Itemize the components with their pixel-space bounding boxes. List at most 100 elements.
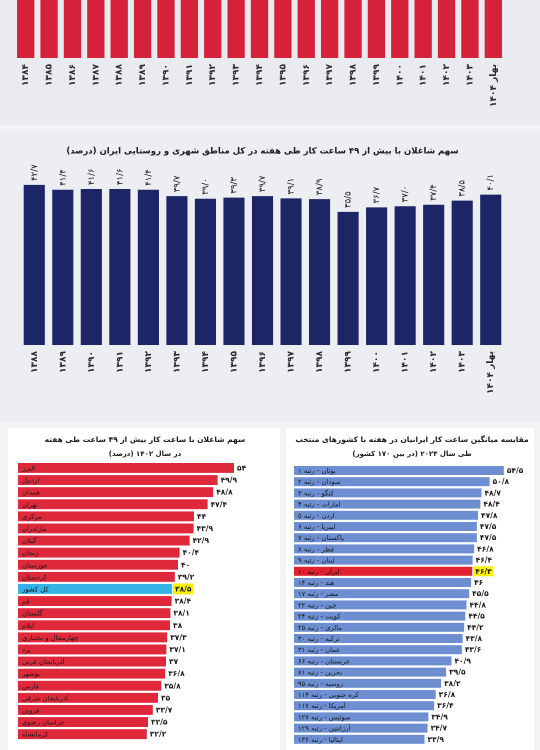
value-label: ۳۶/۴ bbox=[437, 701, 454, 710]
category-label: آذربایجان غربی bbox=[22, 657, 66, 666]
bar bbox=[18, 547, 180, 558]
value-label: ۴۰/۱ bbox=[486, 174, 496, 191]
value-label: ۳۷/۴ bbox=[429, 184, 439, 201]
bar bbox=[294, 488, 482, 498]
bar bbox=[294, 510, 479, 520]
bar-cropped bbox=[110, 0, 128, 58]
value-label-highlight bbox=[473, 566, 494, 577]
chart-title: سهم شاغلان با ساعت کار بیش از ۴۹ ساعت طی… bbox=[45, 435, 246, 444]
value-label: ۳۸ bbox=[173, 621, 183, 630]
x-tick-label: ۱۳۹۰ bbox=[161, 64, 171, 86]
x-tick-label: ۱۴۰۳ bbox=[458, 351, 468, 373]
category-label: تهران bbox=[22, 501, 38, 509]
x-tick-label: ۱۳۹۱ bbox=[115, 351, 125, 373]
value-label: ۴۱/۶ bbox=[115, 168, 125, 185]
x-tick-label: ۱۳۹۵ bbox=[229, 351, 239, 373]
x-tick-label: ۱۴۰۲ bbox=[429, 351, 439, 373]
bar bbox=[18, 523, 194, 534]
bar bbox=[294, 634, 463, 643]
category-label: قزوین bbox=[22, 706, 39, 714]
bar-cropped bbox=[40, 0, 58, 58]
bar bbox=[194, 198, 216, 345]
value-label: ۴۸/۷ bbox=[484, 488, 501, 497]
value-label: ۳۶/۷ bbox=[372, 186, 382, 203]
value-label: ۴۳/۸ bbox=[466, 634, 483, 643]
bar bbox=[18, 499, 208, 510]
value-label: ۳۸/۵ bbox=[175, 584, 192, 593]
value-label: ۳۹/۷ bbox=[258, 175, 268, 192]
bar-cropped bbox=[274, 0, 292, 58]
category-label: مازندران bbox=[22, 525, 47, 533]
category-label: عمان - رتبه ۳۱ bbox=[298, 646, 340, 654]
bar-cropped bbox=[227, 0, 245, 58]
value-label: ۳۳/۷ bbox=[156, 705, 173, 714]
category-label: ایتالیا - رتبه ۱۳۶ bbox=[298, 736, 343, 744]
bar bbox=[294, 499, 481, 509]
bar-cropped bbox=[180, 0, 199, 58]
value-label: ۴۷/۵ bbox=[480, 522, 497, 531]
bar bbox=[294, 533, 477, 543]
bar bbox=[423, 204, 445, 345]
value-label: ۳۹/۳ bbox=[229, 177, 239, 194]
category-label: زنجان bbox=[22, 549, 39, 557]
bar-cropped bbox=[391, 0, 409, 58]
value-label: ۳۷/۰ bbox=[401, 186, 411, 203]
category-label: ترکیه - رتبه ۳۰ bbox=[298, 635, 340, 643]
category-label: مرکزی bbox=[22, 513, 42, 521]
bar-cropped bbox=[484, 0, 502, 58]
bar-cropped bbox=[63, 0, 82, 58]
category-label: لیبریا - رتبه ۶ bbox=[298, 523, 335, 531]
value-label: ۴۰/۴ bbox=[183, 548, 200, 557]
bar bbox=[294, 712, 429, 722]
x-tick-label: ۱۳۸۹ bbox=[58, 351, 68, 373]
value-label: ۴۸/۴ bbox=[483, 500, 500, 509]
category-label: آرژانتین - رتبه ۱۲۹ bbox=[298, 724, 351, 733]
bar bbox=[109, 189, 131, 345]
value-label-highlight bbox=[173, 583, 193, 595]
value-label: ۳۵/۵ bbox=[344, 191, 354, 208]
x-tick-label: بهار ۱۴۰۴ bbox=[489, 64, 499, 107]
value-label: ۴۲/۷ bbox=[30, 164, 40, 181]
value-label: ۴۱/۶ bbox=[87, 168, 97, 185]
x-tick-label: ۱۳۹۷ bbox=[287, 351, 297, 373]
bar bbox=[294, 723, 428, 733]
bar bbox=[251, 196, 274, 345]
category-label: مصر - رتبه ۱۷ bbox=[298, 590, 339, 598]
category-label: بحرین - رتبه ۸۱ bbox=[298, 669, 342, 677]
value-label: ۴۳/۹ bbox=[197, 524, 214, 533]
x-tick-label: ۱۳۹۸ bbox=[349, 64, 359, 86]
x-tick-label: ۱۴۰۰ bbox=[372, 351, 382, 373]
bar bbox=[294, 555, 473, 565]
bar-cropped bbox=[461, 0, 479, 58]
value-label: ۳۹/۷ bbox=[172, 175, 182, 192]
value-label: ۳۲/۵ bbox=[151, 718, 168, 727]
value-label: ۳۷/۱ bbox=[169, 645, 185, 654]
bar bbox=[18, 487, 214, 498]
bar-cropped bbox=[87, 0, 105, 58]
bar bbox=[294, 645, 462, 655]
bar bbox=[294, 734, 425, 744]
bar bbox=[294, 578, 472, 587]
bar bbox=[18, 596, 172, 606]
bar bbox=[18, 511, 194, 522]
category-label: کره جنوبی - رتبه ۱۱۴ bbox=[298, 691, 360, 699]
category-label: اردن - رتبه ۵ bbox=[298, 512, 335, 520]
value-label: ۳۹/۵ bbox=[449, 668, 466, 677]
value-label: ۳۹/۱ bbox=[287, 178, 297, 195]
category-label: پاکستان - رتبه ۷ bbox=[298, 534, 344, 542]
x-tick-label: ۱۴۰۲ bbox=[442, 64, 452, 86]
bar bbox=[337, 211, 359, 345]
bar bbox=[294, 611, 466, 621]
value-label: ۳۸/۴ bbox=[175, 597, 192, 606]
category-label: لبنان - رتبه ۹ bbox=[298, 557, 335, 565]
bar bbox=[294, 544, 475, 554]
category-label: هند - رتبه ۱۴ bbox=[298, 579, 335, 587]
x-tick-label: ۱۳۹۰ bbox=[87, 351, 97, 373]
category-label: یزد bbox=[22, 646, 31, 654]
category-label: چین - رتبه ۲۲ bbox=[298, 601, 337, 609]
bar bbox=[294, 477, 490, 487]
value-label: ۴۵/۵ bbox=[472, 589, 489, 598]
category-label: کل کشور bbox=[21, 585, 49, 593]
bar bbox=[18, 475, 218, 485]
